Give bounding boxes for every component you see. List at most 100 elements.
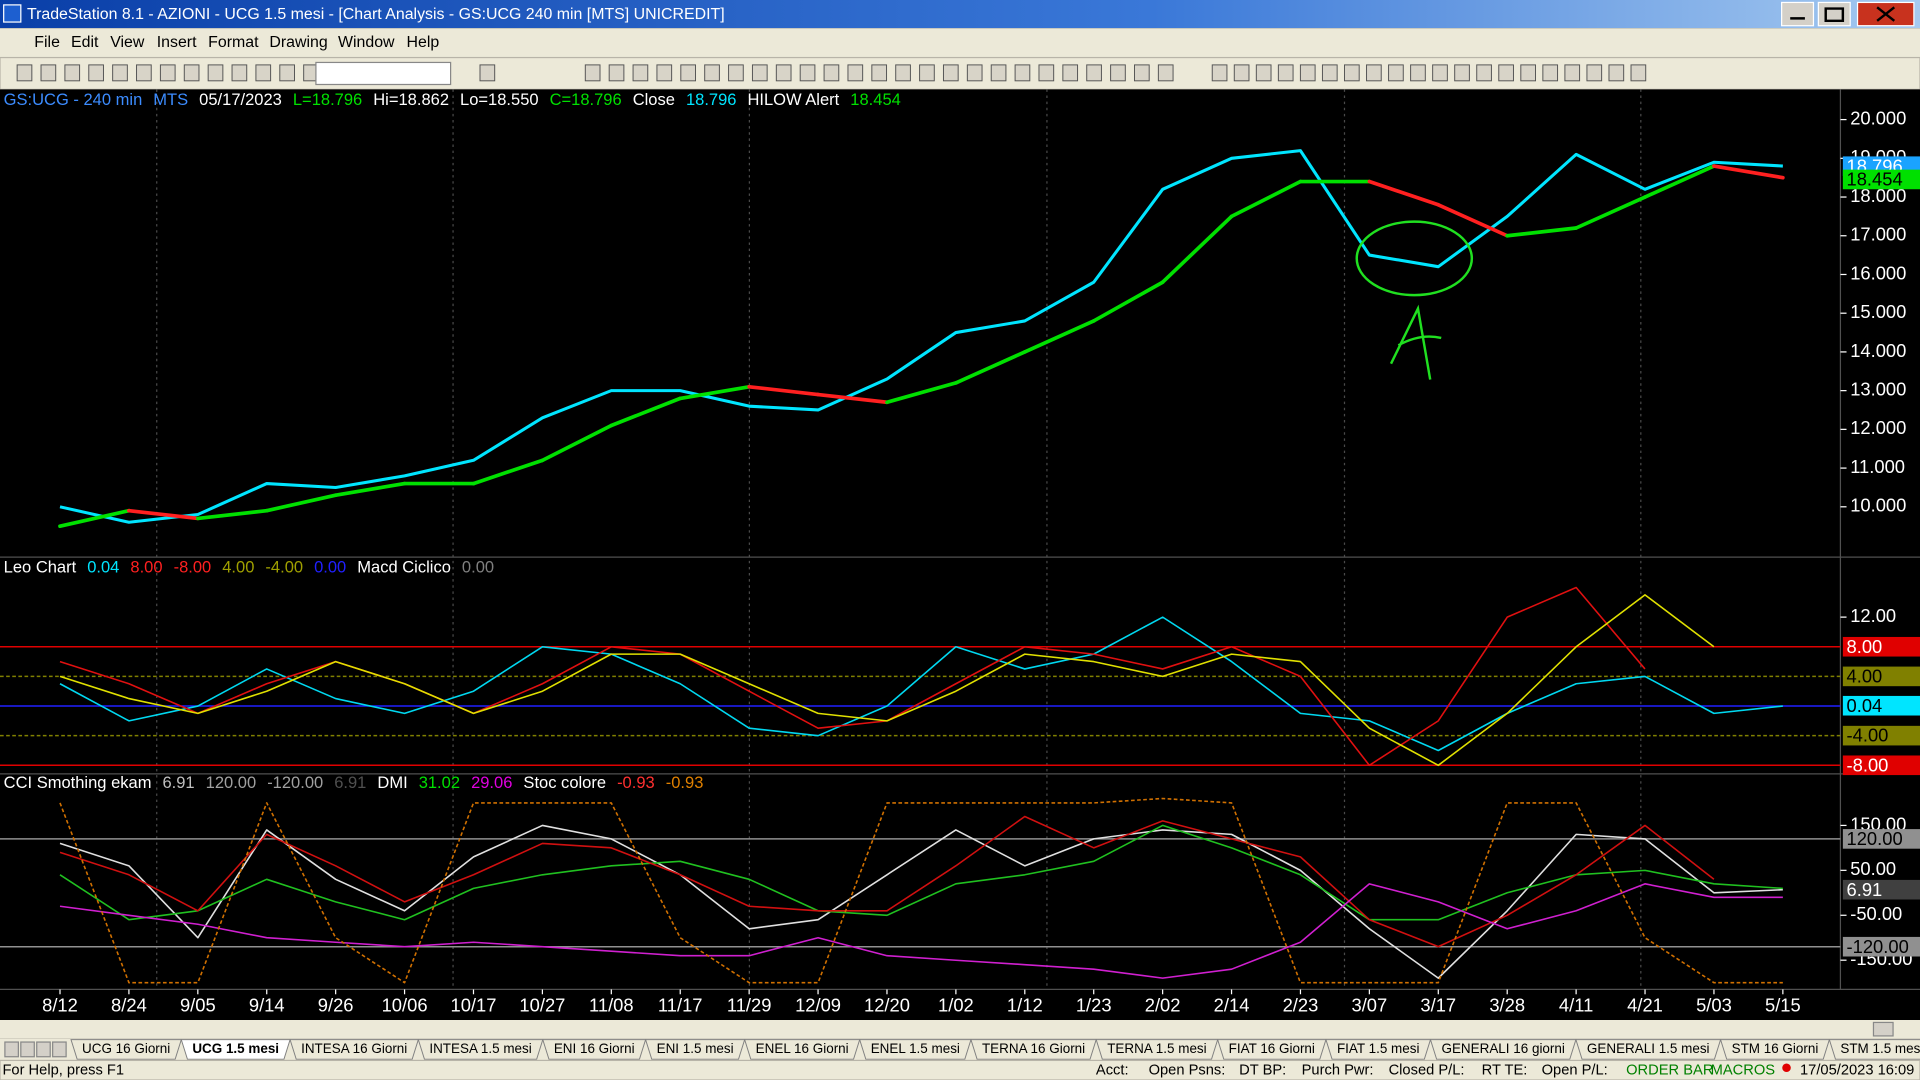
toolbar-button[interactable] bbox=[1277, 64, 1294, 82]
tab-label[interactable]: TERNA 16 Giorni bbox=[982, 1041, 1085, 1056]
tab[interactable] bbox=[1575, 1039, 1722, 1060]
menu-item[interactable]: View bbox=[110, 34, 145, 51]
menu-item[interactable]: Drawing bbox=[269, 34, 327, 51]
toolbar-button[interactable] bbox=[1255, 64, 1272, 82]
scroll-thumb[interactable] bbox=[1872, 1021, 1894, 1037]
toolbar-button[interactable] bbox=[1630, 64, 1647, 82]
toolbar-button[interactable] bbox=[584, 64, 601, 82]
toolbar-button[interactable] bbox=[1211, 64, 1228, 82]
tab-label[interactable]: TERNA 1.5 mesi bbox=[1107, 1041, 1206, 1056]
toolbar-button[interactable] bbox=[1498, 64, 1514, 82]
toolbar-button[interactable] bbox=[1014, 64, 1031, 82]
tab-label[interactable]: INTESA 1.5 mesi bbox=[429, 1041, 531, 1056]
toolbar-button[interactable] bbox=[895, 64, 911, 82]
menu-item[interactable]: Format bbox=[208, 34, 259, 51]
toolbar-button[interactable] bbox=[88, 64, 104, 82]
toolbar-button[interactable] bbox=[751, 64, 768, 82]
tab-label[interactable]: STM 16 Giorni bbox=[1732, 1041, 1819, 1056]
toolbar-button[interactable] bbox=[799, 64, 816, 82]
toolbar-button[interactable] bbox=[1388, 64, 1404, 82]
toolbar-button[interactable] bbox=[966, 64, 983, 82]
tab[interactable] bbox=[1828, 1039, 1920, 1060]
tab[interactable] bbox=[1429, 1039, 1577, 1060]
tab-label[interactable]: ENEL 16 Giorni bbox=[756, 1041, 849, 1056]
toolbar-button[interactable] bbox=[728, 64, 744, 82]
toolbar-button[interactable] bbox=[823, 64, 840, 82]
toolbar-button[interactable] bbox=[1608, 64, 1625, 82]
tab-label[interactable]: FIAT 16 Giorni bbox=[1229, 1041, 1315, 1056]
toolbar-button[interactable] bbox=[632, 64, 649, 82]
tab[interactable] bbox=[542, 1039, 647, 1060]
tab[interactable] bbox=[859, 1039, 972, 1060]
toolbar-button[interactable] bbox=[1410, 64, 1426, 82]
tab[interactable] bbox=[1325, 1039, 1432, 1060]
toolbar-button[interactable] bbox=[1542, 64, 1559, 82]
tab-label[interactable]: INTESA 16 Giorni bbox=[301, 1041, 407, 1056]
tab[interactable] bbox=[417, 1039, 544, 1060]
tab[interactable] bbox=[180, 1039, 291, 1060]
menu-item[interactable]: Edit bbox=[71, 34, 99, 51]
tab-label[interactable]: STM 1.5 mesi bbox=[1840, 1041, 1920, 1056]
toolbar-button[interactable] bbox=[40, 64, 57, 82]
toolbar-button[interactable] bbox=[1520, 64, 1536, 82]
toolbar-button[interactable] bbox=[1432, 64, 1448, 82]
toolbar-button[interactable] bbox=[1564, 64, 1581, 82]
toolbar-button[interactable] bbox=[1321, 64, 1338, 82]
toolbar-button[interactable] bbox=[1476, 64, 1492, 82]
toolbar-button[interactable] bbox=[1366, 64, 1382, 82]
toolbar-button[interactable] bbox=[704, 64, 720, 82]
toolbar-button[interactable] bbox=[608, 64, 625, 82]
toolbar-button[interactable] bbox=[207, 64, 224, 82]
tab-scroll-button[interactable] bbox=[20, 1041, 35, 1058]
tab[interactable] bbox=[743, 1039, 861, 1060]
toolbar-button[interactable] bbox=[136, 64, 152, 82]
tab[interactable] bbox=[1719, 1039, 1831, 1060]
toolbar-button[interactable] bbox=[1134, 64, 1150, 82]
tab-label[interactable]: UCG 16 Giorni bbox=[82, 1041, 170, 1056]
tab[interactable] bbox=[970, 1039, 1097, 1060]
toolbar-button[interactable] bbox=[1233, 64, 1250, 82]
tab[interactable] bbox=[70, 1039, 182, 1060]
toolbar-button[interactable] bbox=[656, 64, 673, 82]
minimize-button[interactable] bbox=[1781, 1, 1815, 27]
toolbar-button[interactable] bbox=[942, 64, 959, 82]
toolbar-button[interactable] bbox=[1062, 64, 1079, 82]
tab[interactable] bbox=[1216, 1039, 1327, 1060]
toolbar-button[interactable] bbox=[680, 64, 696, 82]
scrollbar[interactable] bbox=[0, 1020, 1920, 1039]
tab[interactable] bbox=[1095, 1039, 1219, 1060]
tab-scroll-button[interactable] bbox=[52, 1041, 67, 1058]
symbol-combo[interactable] bbox=[315, 61, 452, 86]
menu-item[interactable]: Help bbox=[407, 34, 440, 51]
toolbar-button[interactable] bbox=[183, 64, 200, 82]
tab-label[interactable]: ENI 1.5 mesi bbox=[657, 1041, 734, 1056]
toolbar-button[interactable] bbox=[1586, 64, 1603, 82]
toolbar-button[interactable] bbox=[775, 64, 792, 82]
tab-label[interactable]: ENEL 1.5 mesi bbox=[871, 1041, 960, 1056]
toolbar-button[interactable] bbox=[64, 64, 81, 82]
tab-label[interactable]: GENERALI 1.5 mesi bbox=[1587, 1041, 1710, 1056]
toolbar-button[interactable] bbox=[1344, 64, 1360, 82]
tab-label[interactable]: GENERALI 16 giorni bbox=[1441, 1041, 1564, 1056]
tab[interactable] bbox=[644, 1039, 746, 1060]
toolbar-button[interactable] bbox=[16, 64, 33, 82]
menu-item[interactable]: Insert bbox=[157, 34, 197, 51]
tab[interactable] bbox=[289, 1039, 419, 1060]
toolbar-button[interactable] bbox=[1038, 64, 1055, 82]
tab-label[interactable]: FIAT 1.5 mesi bbox=[1337, 1041, 1420, 1056]
toolbar-button[interactable] bbox=[1454, 64, 1470, 82]
toolbar-button[interactable] bbox=[1110, 64, 1126, 82]
menu-item[interactable]: Window bbox=[338, 34, 395, 51]
toolbar-button[interactable] bbox=[279, 64, 295, 82]
toolbar-button[interactable] bbox=[231, 64, 248, 82]
toolbar-button[interactable] bbox=[1086, 64, 1102, 82]
menu-item[interactable]: File bbox=[34, 34, 60, 51]
toolbar-button[interactable] bbox=[1157, 64, 1174, 82]
tab-label[interactable]: ENI 16 Giorni bbox=[554, 1041, 635, 1056]
toolbar-button[interactable] bbox=[871, 64, 888, 82]
toolbar-button[interactable] bbox=[159, 64, 176, 82]
toolbar-button[interactable] bbox=[255, 64, 272, 82]
toolbar-button[interactable] bbox=[847, 64, 864, 82]
toolbar-button[interactable] bbox=[1299, 64, 1316, 82]
tab-label[interactable]: UCG 1.5 mesi bbox=[192, 1041, 279, 1056]
